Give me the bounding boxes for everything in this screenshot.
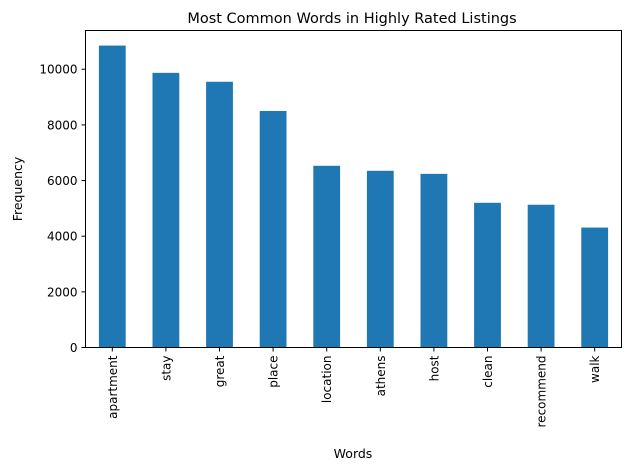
bar-place xyxy=(259,110,287,348)
x-tick-label-recommend: recommend xyxy=(535,356,549,428)
x-tick-label-place: place xyxy=(267,356,281,388)
x-tick-label-clean: clean xyxy=(481,356,495,388)
bar-walk xyxy=(581,227,609,348)
x-tick-label-apartment: apartment xyxy=(106,355,120,419)
x-axis-label: Words xyxy=(334,446,373,461)
bar-location xyxy=(313,165,341,348)
y-tick-label-4000: 4000 xyxy=(47,230,78,244)
bar-clean xyxy=(474,202,501,348)
bar-apartment xyxy=(98,45,126,348)
x-tick-label-location: location xyxy=(320,356,334,404)
y-tick-label-10000: 10000 xyxy=(39,63,77,77)
bar-stay xyxy=(152,72,180,348)
plot-area xyxy=(85,30,622,348)
bar-host xyxy=(420,173,448,348)
x-tick-label-host: host xyxy=(427,355,441,381)
x-tick-label-great: great xyxy=(213,355,227,387)
x-axis: apartment stay great place location athens hos… xyxy=(106,347,602,428)
bar-recommend xyxy=(527,204,555,348)
x-tick-label-stay: stay xyxy=(159,356,173,381)
x-tick-label-walk: walk xyxy=(588,355,602,383)
bars-group xyxy=(98,45,609,348)
y-tick-label-8000: 8000 xyxy=(47,118,78,132)
plot-frame xyxy=(85,30,622,348)
y-tick-label-2000: 2000 xyxy=(47,285,78,299)
bar-athens xyxy=(366,170,394,348)
x-tick-label-athens: athens xyxy=(374,356,388,397)
y-tick-label-0: 0 xyxy=(70,341,78,355)
y-axis-label: Frequency xyxy=(10,156,25,221)
y-tick-label-6000: 6000 xyxy=(47,174,78,188)
bar-great xyxy=(206,81,233,348)
y-axis: 0 2000 4000 6000 8000 10000 xyxy=(39,63,86,355)
chart-title: Most Common Words in Highly Rated Listin… xyxy=(187,11,516,27)
